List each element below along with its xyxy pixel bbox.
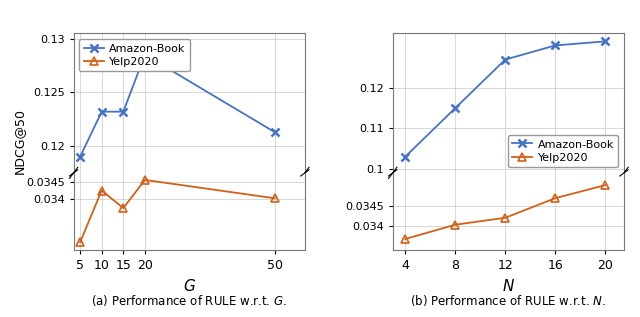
- Line: Amazon-Book: Amazon-Book: [76, 51, 279, 161]
- X-axis label: $N$: $N$: [502, 278, 515, 294]
- Yelp2020: [120, 206, 127, 210]
- Amazon-Book: [98, 110, 106, 113]
- Text: (a) Performance of RULE w.r.t. $G$.: (a) Performance of RULE w.r.t. $G$.: [92, 293, 287, 308]
- Amazon-Book: [602, 40, 609, 43]
- Yelp2020: [141, 178, 148, 182]
- Yelp2020: [271, 196, 278, 200]
- Line: Yelp2020: Yelp2020: [76, 176, 279, 247]
- Amazon-Book: [271, 130, 278, 134]
- Text: (b) Performance of RULE w.r.t. $N$.: (b) Performance of RULE w.r.t. $N$.: [410, 293, 606, 308]
- Yelp2020: [401, 237, 409, 241]
- Yelp2020: [602, 183, 609, 187]
- Amazon-Book: [76, 155, 84, 159]
- Amazon-Book: [141, 53, 148, 57]
- Yelp2020: [76, 240, 84, 244]
- Line: Amazon-Book: Amazon-Book: [401, 37, 609, 161]
- Amazon-Book: [451, 106, 459, 110]
- Yelp2020: [98, 189, 106, 192]
- Amazon-Book: [120, 110, 127, 113]
- X-axis label: $G$: $G$: [182, 278, 196, 294]
- Line: Yelp2020: Yelp2020: [401, 181, 609, 243]
- Legend: Amazon-Book, Yelp2020: Amazon-Book, Yelp2020: [79, 39, 190, 71]
- Amazon-Book: [401, 155, 409, 158]
- Amazon-Book: [552, 43, 559, 47]
- Amazon-Book: [501, 58, 509, 61]
- Yelp2020: [451, 223, 459, 227]
- Legend: Amazon-Book, Yelp2020: Amazon-Book, Yelp2020: [508, 135, 618, 167]
- Text: NDCG@50: NDCG@50: [13, 108, 26, 174]
- Yelp2020: [501, 216, 509, 220]
- Yelp2020: [552, 196, 559, 200]
